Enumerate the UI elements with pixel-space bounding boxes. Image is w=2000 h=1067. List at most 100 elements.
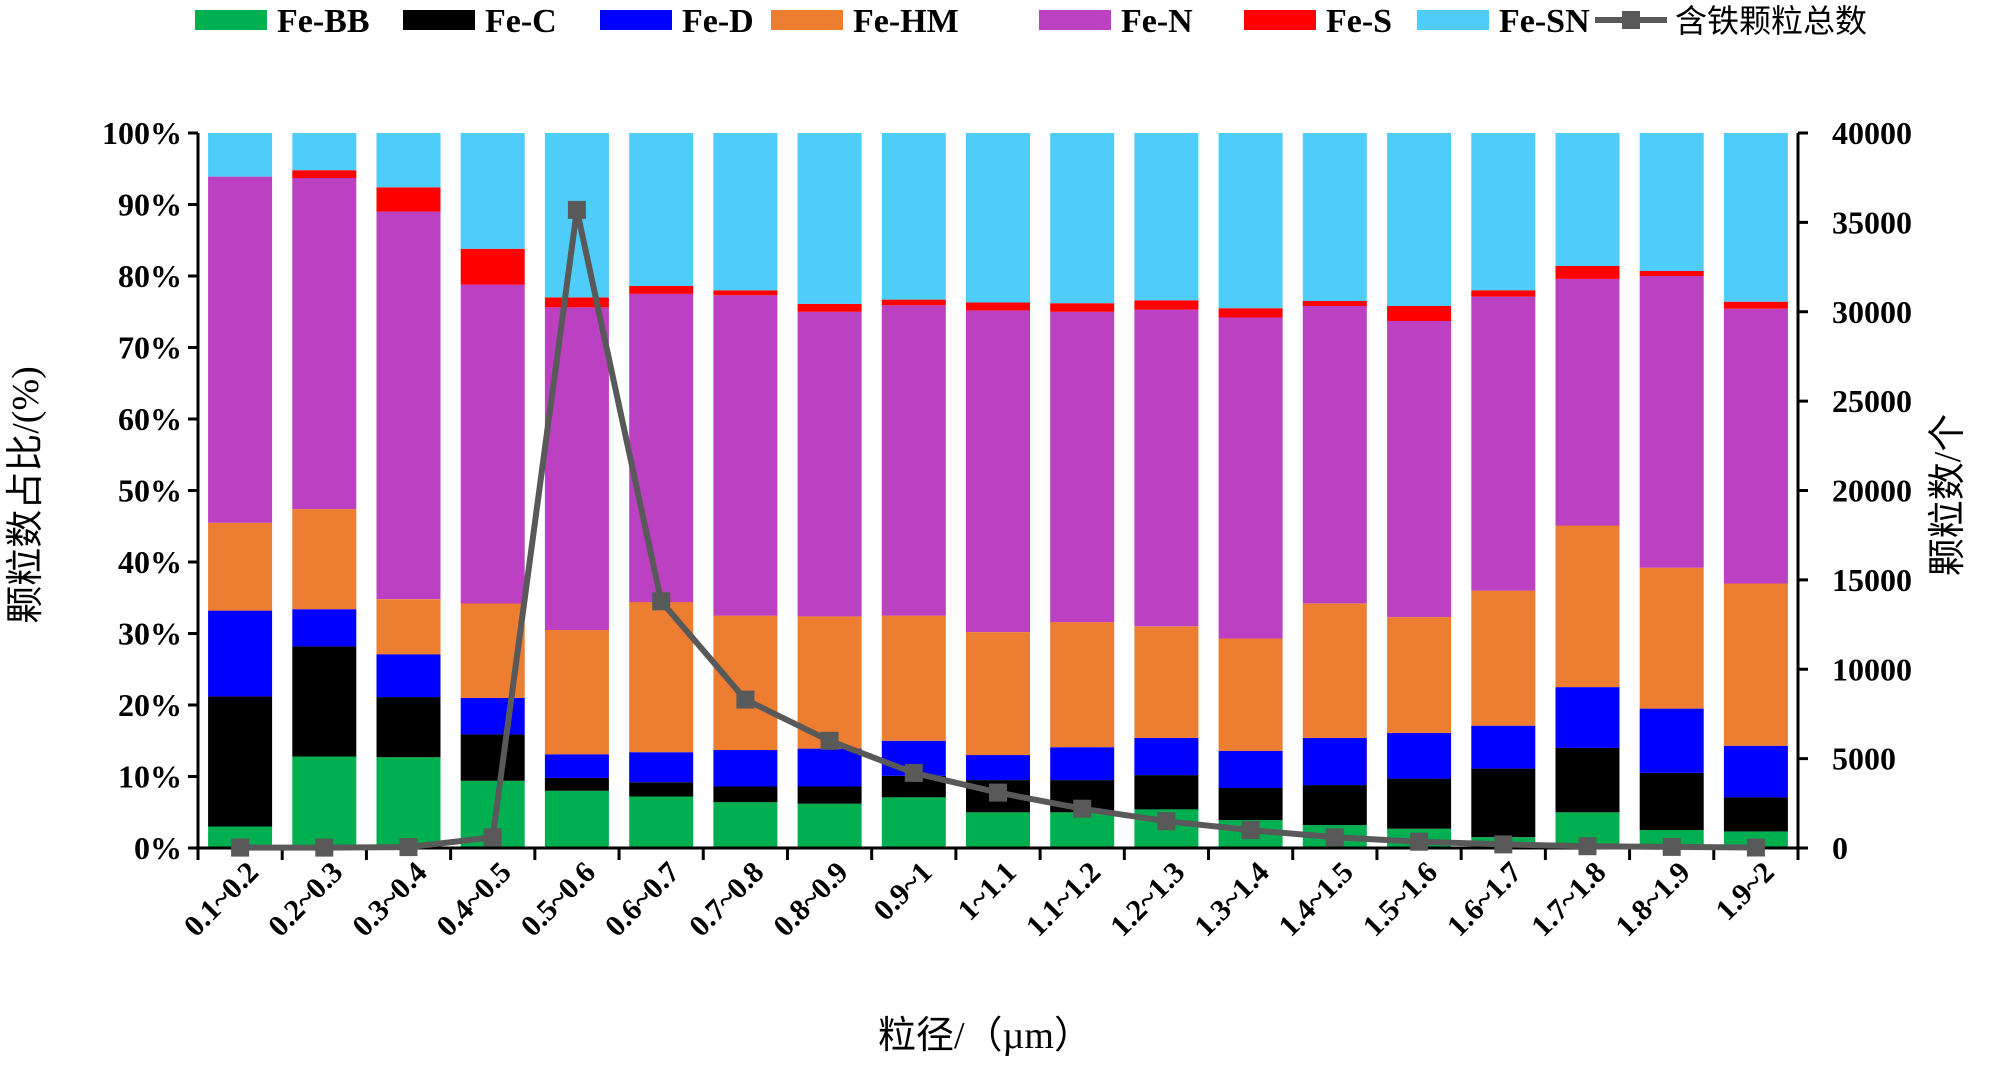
bar-segment-fe-c <box>1302 785 1367 826</box>
bar-segment-fe-s <box>881 299 946 306</box>
legend-label: Fe-D <box>682 3 754 40</box>
bar-segment-fe-bb <box>544 790 609 848</box>
bar-segment-fe-sn <box>460 133 525 249</box>
bar-segment-fe-hm <box>797 616 862 749</box>
bar-segment-fe-d <box>208 610 273 697</box>
x-tick-label: 0.8~0.9 <box>767 856 854 943</box>
bar-segment-fe-sn <box>1555 133 1620 266</box>
legend-swatch-fe-c <box>403 10 475 30</box>
bar-segment-fe-d <box>292 609 357 647</box>
bar-segment-fe-bb <box>629 796 694 848</box>
bar-segment-fe-d <box>1555 687 1620 748</box>
legend-swatch-fe-d <box>600 10 672 30</box>
bar-segment-fe-c <box>1471 768 1536 838</box>
bar-segment-fe-sn <box>713 133 778 291</box>
bar-segment-fe-hm <box>1218 638 1283 751</box>
bar-segment-fe-sn <box>1723 133 1788 302</box>
bar-segment-fe-bb <box>966 812 1030 849</box>
bar-segment-fe-c <box>460 734 525 781</box>
bar-segment-fe-sn <box>797 133 862 304</box>
stacked-bars <box>208 133 1788 849</box>
line-point <box>1410 832 1429 851</box>
bar-segment-fe-hm <box>1639 567 1704 709</box>
bar-segment-fe-hm <box>1050 622 1115 748</box>
x-tick-label: 0.5~0.6 <box>514 856 601 943</box>
bar-segment-fe-sn <box>292 133 357 171</box>
bar-segment-fe-d <box>797 748 862 787</box>
legend-swatch-fe-hm <box>771 10 843 30</box>
bar-segment-fe-hm <box>376 599 441 655</box>
line-point <box>1241 821 1260 840</box>
x-tick-label: 0.2~0.3 <box>262 856 349 943</box>
bar-segment-fe-sn <box>1639 133 1704 271</box>
bar-segment-fe-c <box>1723 797 1788 832</box>
line-point <box>652 592 671 611</box>
bar-segment-fe-s <box>1134 300 1199 310</box>
y-tick-label: 60% <box>118 401 182 437</box>
y-tick-label: 30% <box>118 616 182 652</box>
legend-label: Fe-BB <box>277 3 370 40</box>
bar-segment-fe-c <box>1134 775 1199 810</box>
x-ticks: 0.1~0.20.2~0.30.3~0.40.4~0.50.5~0.60.6~0… <box>178 848 1800 943</box>
bar-segment-fe-s <box>713 290 778 296</box>
x-axis-title: 粒径/（µm） <box>878 1015 1092 1057</box>
bar-segment-fe-s <box>1218 308 1283 318</box>
bar-segment-fe-n <box>1050 311 1115 623</box>
x-tick-label: 0.3~0.4 <box>346 856 433 943</box>
right-y-ticks: 0 5000 10000 15000 20000 25000 30000 35000 40000 <box>1798 115 1912 866</box>
bar-segment-fe-n <box>1639 276 1704 568</box>
bar-segment-fe-sn <box>1387 133 1452 306</box>
bar-segment-fe-bb <box>292 756 357 848</box>
bar-segment-fe-c <box>292 646 357 757</box>
y2-tick-label: 0 <box>1832 830 1848 866</box>
line-point <box>904 763 923 782</box>
bar-segment-fe-sn <box>966 133 1030 303</box>
bar-segment-fe-c <box>713 786 778 803</box>
legend-label: Fe-S <box>1326 3 1392 40</box>
bar-segment-fe-bb <box>713 802 778 848</box>
x-tick-label: 1~1.1 <box>951 856 1022 927</box>
bar-segment-fe-sn <box>1050 133 1115 304</box>
bar-segment-fe-s <box>797 303 862 312</box>
bar-segment-fe-d <box>544 754 609 778</box>
bar-segment-fe-bb <box>881 797 946 848</box>
bar-segment-fe-n <box>1302 306 1367 604</box>
y-tick-label: 0% <box>134 830 182 866</box>
bar-segment-fe-hm <box>1471 590 1536 726</box>
bar-segment-fe-d <box>460 697 525 735</box>
bar-segment-fe-c <box>629 782 694 797</box>
bar-segment-fe-hm <box>292 509 357 610</box>
bar-segment-fe-s <box>376 187 441 212</box>
x-tick-label: 1.4~1.5 <box>1272 856 1359 943</box>
line-point <box>736 690 755 709</box>
line-point <box>1578 837 1597 856</box>
line-point <box>820 731 839 750</box>
line-point <box>231 838 250 857</box>
y-tick-label: 80% <box>118 258 182 294</box>
bar-segment-fe-c <box>797 786 862 804</box>
legend-swatch-marker <box>1622 11 1640 29</box>
line-point <box>567 200 586 219</box>
bar-segment-fe-hm <box>1555 525 1620 688</box>
legend-label: Fe-C <box>485 3 557 40</box>
x-tick-label: 1.5~1.6 <box>1357 856 1444 943</box>
bar-segment-fe-hm <box>1302 603 1367 738</box>
bar-segment-fe-d <box>1218 750 1283 788</box>
x-tick-label: 1.1~1.2 <box>1020 856 1107 943</box>
bar-segment-fe-n <box>629 293 694 603</box>
bar-segment-fe-c <box>1639 772 1704 831</box>
line-point <box>1157 812 1176 831</box>
bar-segment-fe-sn <box>1218 133 1283 309</box>
bar-segment-fe-c <box>376 697 441 758</box>
bar-segment-fe-c <box>881 775 946 798</box>
bar-segment-fe-c <box>208 696 273 827</box>
bar-segment-fe-bb <box>797 803 862 848</box>
y-tick-label: 90% <box>118 187 182 223</box>
bar-segment-fe-s <box>1555 266 1620 279</box>
line-point <box>399 838 418 857</box>
line-point <box>1494 835 1513 854</box>
bar-segment-fe-sn <box>1134 133 1199 301</box>
x-tick-label: 1.2~1.3 <box>1104 856 1191 943</box>
line-point <box>1662 837 1681 856</box>
bar-segment-fe-d <box>1639 708 1704 773</box>
